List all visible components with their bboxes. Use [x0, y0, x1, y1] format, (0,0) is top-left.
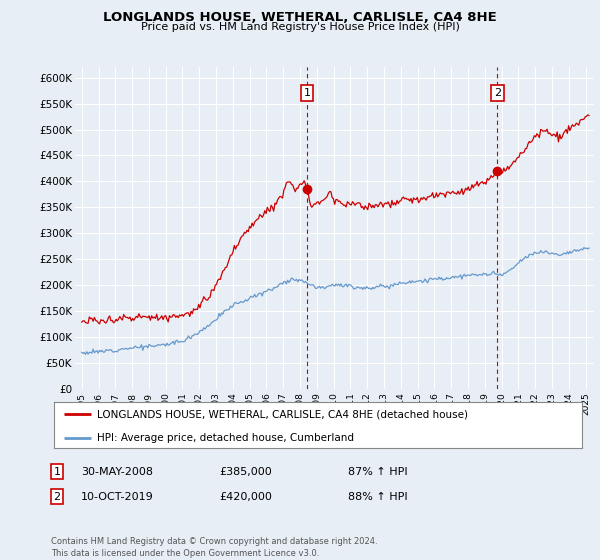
- Text: 2: 2: [53, 492, 61, 502]
- Text: HPI: Average price, detached house, Cumberland: HPI: Average price, detached house, Cumb…: [97, 433, 354, 443]
- Text: £385,000: £385,000: [219, 466, 272, 477]
- Text: 2: 2: [494, 88, 501, 98]
- Text: LONGLANDS HOUSE, WETHERAL, CARLISLE, CA4 8HE: LONGLANDS HOUSE, WETHERAL, CARLISLE, CA4…: [103, 11, 497, 24]
- Text: 88% ↑ HPI: 88% ↑ HPI: [348, 492, 407, 502]
- Text: Price paid vs. HM Land Registry's House Price Index (HPI): Price paid vs. HM Land Registry's House …: [140, 22, 460, 32]
- Text: £420,000: £420,000: [219, 492, 272, 502]
- Text: Contains HM Land Registry data © Crown copyright and database right 2024.
This d: Contains HM Land Registry data © Crown c…: [51, 537, 377, 558]
- Text: 30-MAY-2008: 30-MAY-2008: [81, 466, 153, 477]
- Text: 87% ↑ HPI: 87% ↑ HPI: [348, 466, 407, 477]
- Text: 10-OCT-2019: 10-OCT-2019: [81, 492, 154, 502]
- Text: LONGLANDS HOUSE, WETHERAL, CARLISLE, CA4 8HE (detached house): LONGLANDS HOUSE, WETHERAL, CARLISLE, CA4…: [97, 409, 468, 419]
- Text: 1: 1: [304, 88, 311, 98]
- Text: 1: 1: [53, 466, 61, 477]
